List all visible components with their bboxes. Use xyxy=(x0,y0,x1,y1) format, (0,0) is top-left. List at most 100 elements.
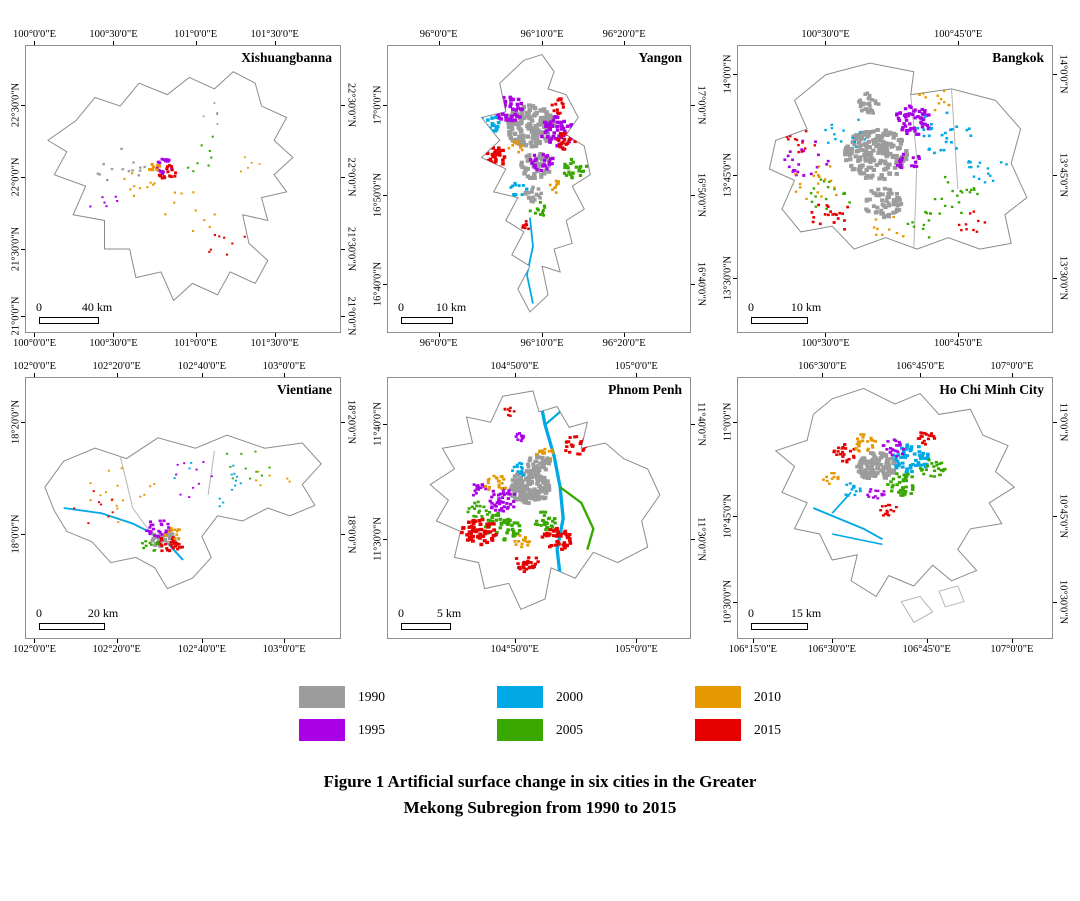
axis-label: 22°0'0"N xyxy=(10,157,21,197)
axis-label: 22°0'0"N xyxy=(345,157,356,197)
axis-tick xyxy=(383,539,387,541)
scale-bar: 0 10 km xyxy=(398,300,491,324)
axis-bottom: 106°15'0"E 106°30'0"E 106°45'0"E 107°0'0"E xyxy=(729,639,1053,658)
map-panel-bangkok: 100°30'0"E 100°45'0"E 14°0'0"N 13°45'0"N 13°… xyxy=(718,26,1072,352)
axis-tick xyxy=(274,41,276,45)
axis-label: 22°30'0"N xyxy=(345,83,356,128)
axis-tick xyxy=(34,373,36,377)
axis-label: 14°0'0"N xyxy=(722,54,733,94)
axis-tick xyxy=(113,333,115,337)
scale-bar: 0 40 km xyxy=(36,300,137,324)
map-title-xishuangbanna: Xishuangbanna xyxy=(241,50,332,65)
scale-bar-rect xyxy=(39,623,105,630)
axis-label: 100°30'0"E xyxy=(801,338,850,349)
axis-label: 11°30'0"N xyxy=(695,517,706,562)
axis-label: 102°20'0"E xyxy=(92,361,141,372)
axis-tick xyxy=(624,41,626,45)
axis-tick xyxy=(752,639,754,643)
scale-zero-label: 0 xyxy=(36,300,42,314)
axis-label: 106°30'0"E xyxy=(807,644,856,655)
axis-right: 11°40'0"N 11°30'0"N xyxy=(691,377,710,639)
axis-label: 105°0'0"E xyxy=(614,361,658,372)
axis-tick xyxy=(21,421,25,423)
axis-tick xyxy=(284,639,286,643)
axis-label: 96°0'0"E xyxy=(419,29,458,40)
axis-label: 105°0'0"E xyxy=(614,644,658,655)
axis-label: 21°0'0"N xyxy=(345,296,356,336)
axis-right: 18°20'0"N 18°0'0"N xyxy=(341,377,360,639)
map-title-ho-chi-minh-city: Ho Chi Minh City xyxy=(939,382,1044,397)
axis-right: 17°0'0"N 16°50'0"N 16°40'0"N xyxy=(691,45,710,333)
map-canvas-bangkok xyxy=(738,46,1052,332)
axis-tick xyxy=(691,105,695,107)
scale-distance-label: 10 km xyxy=(790,300,822,314)
axis-label: 21°30'0"N xyxy=(345,227,356,272)
axis-label: 104°50'0"E xyxy=(490,644,539,655)
map-area-bangkok: Bangkok 0 10 km xyxy=(737,45,1053,333)
axis-label: 106°45'0"E xyxy=(902,644,951,655)
axis-tick xyxy=(825,41,827,45)
map-grid: 100°0'0"E 100°30'0"E 101°0'0"E 101°30'0"E 22… xyxy=(6,26,1072,658)
axis-tick xyxy=(274,333,276,337)
axis-right: 14°0'0"N 13°45'0"N 13°30'0"N xyxy=(1053,45,1072,333)
axis-tick xyxy=(341,534,345,536)
axis-tick xyxy=(201,639,203,643)
axis-tick xyxy=(21,534,25,536)
axis-label: 101°0'0"E xyxy=(174,338,218,349)
legend-label-1990: 1990 xyxy=(358,689,385,704)
axis-label: 10°30'0"N xyxy=(722,580,733,625)
scale-zero-label: 0 xyxy=(36,606,42,620)
axis-label: 16°50'0"N xyxy=(695,172,706,217)
axis-label: 96°0'0"E xyxy=(419,338,458,349)
axis-tick xyxy=(341,249,345,251)
axis-tick xyxy=(691,284,695,286)
axis-label: 100°30'0"E xyxy=(801,29,850,40)
map-title-bangkok: Bangkok xyxy=(992,50,1044,65)
legend-swatch-1995 xyxy=(299,719,345,741)
map-area-ho-chi-minh-city: Ho Chi Minh City 0 15 km xyxy=(737,377,1053,639)
axis-label: 106°45'0"E xyxy=(896,361,945,372)
axis-tick xyxy=(113,41,115,45)
axis-tick xyxy=(34,639,36,643)
legend-item-2000: 2000 xyxy=(497,686,583,708)
axis-tick xyxy=(691,539,695,541)
axis-label: 102°40'0"E xyxy=(177,361,227,372)
axis-tick xyxy=(34,41,36,45)
map-area-xishuangbanna: Xishuangbanna 0 40 km xyxy=(25,45,341,333)
map-area-yangon: Yangon 0 10 km xyxy=(387,45,691,333)
map-panel-yangon: 96°0'0"E 96°10'0"E 96°20'0"E 17°0'0"N 16°50'… xyxy=(368,26,710,352)
axis-label: 10°30'0"N xyxy=(1057,580,1068,625)
axis-label: 13°30'0"N xyxy=(1057,256,1068,301)
map-area-phnom-penh: Phnom Penh 0 5 km xyxy=(387,377,691,639)
axis-label: 11°0'0"N xyxy=(1057,402,1068,441)
axis-label: 96°10'0"E xyxy=(520,338,564,349)
axis-right: 22°30'0"N 22°0'0"N 21°30'0"N 21°0'0"N xyxy=(341,45,360,336)
map-canvas-yangon xyxy=(388,46,690,332)
map-area-vientiane: Vientiane 0 20 km xyxy=(25,377,341,639)
axis-tick xyxy=(636,373,638,377)
axis-label: 100°30'0"E xyxy=(89,29,138,40)
axis-bottom: 100°0'0"E 100°30'0"E 101°0'0"E 101°30'0"E xyxy=(13,333,341,352)
axis-tick xyxy=(514,373,516,377)
axis-label: 13°30'0"N xyxy=(722,256,733,301)
map-middle-yangon: 17°0'0"N 16°50'0"N 16°40'0"N Yangon 0 10 km 17… xyxy=(368,45,710,333)
figure-caption: Figure 1 Artificial surface change in si… xyxy=(0,769,1080,820)
axis-bottom: 96°0'0"E 96°10'0"E 96°20'0"E xyxy=(387,333,691,352)
scale-distance-label: 5 km xyxy=(436,606,462,620)
legend: 1990 1995 2000 2005 2010 2015 xyxy=(0,686,1080,741)
axis-label: 11°30'0"N xyxy=(372,517,383,562)
axis-label: 21°0'0"N xyxy=(10,296,21,336)
axis-tick xyxy=(438,41,440,45)
axis-tick xyxy=(383,105,387,107)
axis-tick xyxy=(383,284,387,286)
axis-tick xyxy=(21,315,25,317)
map-middle-xishuangbanna: 22°30'0"N 22°0'0"N 21°30'0"N 21°0'0"N Xishua… xyxy=(6,45,360,336)
scale-bar-rect xyxy=(751,317,808,324)
map-title-yangon: Yangon xyxy=(638,50,682,65)
axis-tick xyxy=(733,278,737,280)
scale-bar: 0 20 km xyxy=(36,606,143,630)
scale-zero-label: 0 xyxy=(398,606,404,620)
axis-label: 22°30'0"N xyxy=(10,83,21,128)
axis-label: 18°0'0"N xyxy=(10,514,21,554)
axis-label: 13°45'0"N xyxy=(722,152,733,197)
